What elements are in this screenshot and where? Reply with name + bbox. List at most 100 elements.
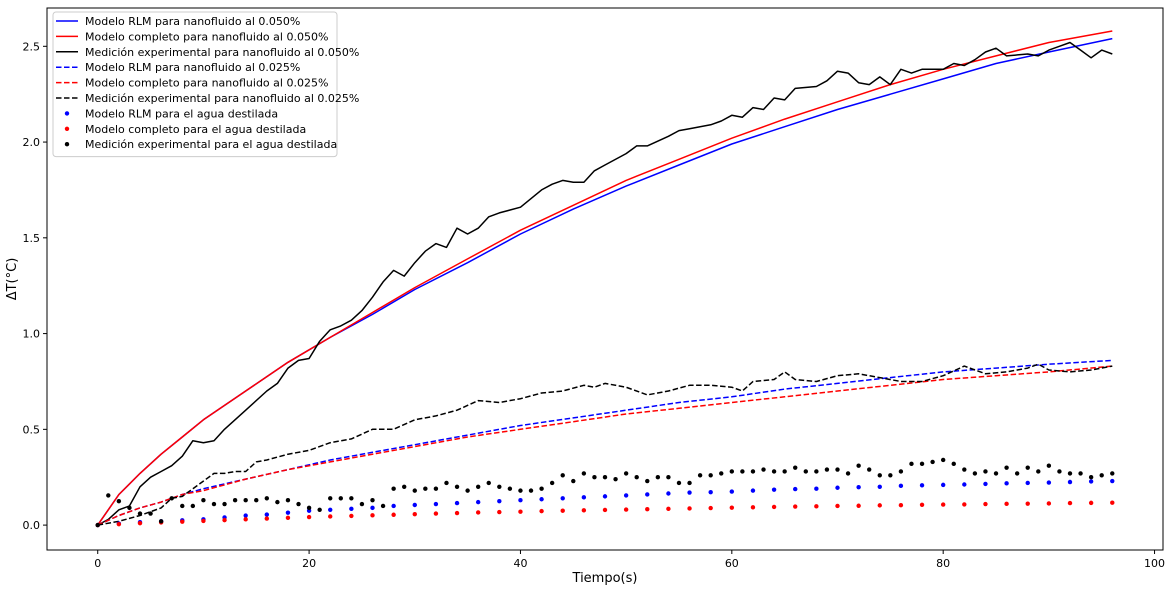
data-point [306, 514, 312, 520]
data-point [497, 484, 502, 489]
data-point [814, 469, 819, 474]
series-7 [95, 478, 1115, 528]
data-point [328, 514, 333, 519]
data-point [158, 519, 164, 524]
data-point [201, 518, 206, 524]
data-point [412, 502, 417, 508]
data-point [497, 509, 502, 515]
data-point [919, 483, 925, 488]
data-point [338, 496, 343, 501]
data-point [930, 459, 935, 465]
data-point [560, 508, 565, 513]
data-point [1004, 501, 1009, 507]
data-point [602, 507, 608, 513]
data-point [190, 503, 196, 509]
data-point [391, 503, 396, 509]
data-point [359, 501, 365, 507]
y-tick-label: 2.5 [23, 40, 41, 53]
data-point [412, 488, 417, 493]
data-point [898, 483, 904, 489]
data-point [645, 478, 650, 484]
plot-area [46, 7, 1164, 551]
data-point [983, 501, 988, 507]
data-point [433, 511, 439, 516]
data-point [824, 467, 830, 472]
data-point [275, 499, 280, 505]
data-point [180, 503, 185, 509]
data-point [1088, 479, 1094, 484]
y-axis-label: ΔT(°C) [5, 258, 20, 301]
data-point [1078, 471, 1083, 476]
data-point [835, 467, 840, 472]
data-point [539, 508, 544, 514]
data-point [285, 498, 291, 503]
data-point [454, 500, 460, 506]
data-point [793, 486, 798, 492]
data-point [983, 469, 988, 474]
data-point [613, 476, 618, 482]
data-point [940, 457, 946, 463]
data-point [180, 519, 185, 524]
data-point [254, 498, 259, 503]
data-point [835, 485, 840, 490]
data-point [243, 513, 248, 518]
series-line [97, 365, 1113, 526]
data-point [1046, 463, 1052, 468]
data-point [370, 498, 375, 503]
data-point [465, 488, 470, 493]
data-point [1004, 465, 1009, 470]
data-point [877, 503, 882, 508]
data-point [243, 498, 248, 503]
data-point [116, 498, 122, 504]
data-point [518, 498, 523, 503]
data-point [317, 507, 322, 512]
data-point [602, 494, 608, 499]
data-point [845, 471, 851, 476]
data-point [528, 488, 534, 493]
data-point [814, 486, 819, 491]
data-point [708, 473, 713, 478]
data-point [380, 503, 386, 509]
data-point [328, 507, 333, 512]
data-point [370, 505, 375, 511]
data-point [1110, 500, 1115, 505]
data-point [475, 484, 481, 489]
data-point [127, 505, 132, 511]
data-point [1004, 481, 1009, 486]
data-point [898, 502, 904, 508]
series-line [97, 41, 1113, 526]
data-point [708, 505, 713, 511]
series-8 [95, 500, 1115, 528]
data-point [402, 484, 407, 489]
data-point [264, 512, 270, 517]
data-point [983, 481, 988, 487]
data-point [803, 469, 808, 474]
data-point [771, 469, 777, 474]
data-point [1099, 473, 1104, 478]
data-point [539, 497, 544, 502]
data-point [708, 489, 713, 495]
data-point [1067, 471, 1073, 476]
data-point [349, 506, 354, 512]
data-point [296, 501, 301, 507]
y-tick-label: 1.0 [23, 328, 41, 341]
series-line [97, 363, 1113, 526]
y-tick-label: 0.5 [23, 423, 41, 436]
data-point [1046, 480, 1052, 485]
data-point [602, 475, 608, 480]
data-point [962, 467, 967, 472]
x-tick-label: 40 [513, 557, 527, 570]
x-tick-label: 100 [1144, 557, 1165, 570]
series-9 [95, 457, 1115, 528]
data-point [634, 475, 639, 480]
data-point [560, 496, 565, 501]
y-tick-label: 1.5 [23, 232, 41, 245]
data-point [645, 492, 650, 497]
axis-ticks: 0 20 40 60 80 100 0.0 0.5 1.0 1.5 2.0 2.5 [23, 40, 1166, 570]
series-2 [97, 30, 1113, 526]
legend-box [52, 11, 338, 158]
data-point [697, 473, 703, 478]
data-point [877, 473, 882, 478]
data-point [740, 469, 745, 474]
legend-label: Modelo completo para el agua destilada [85, 123, 306, 136]
